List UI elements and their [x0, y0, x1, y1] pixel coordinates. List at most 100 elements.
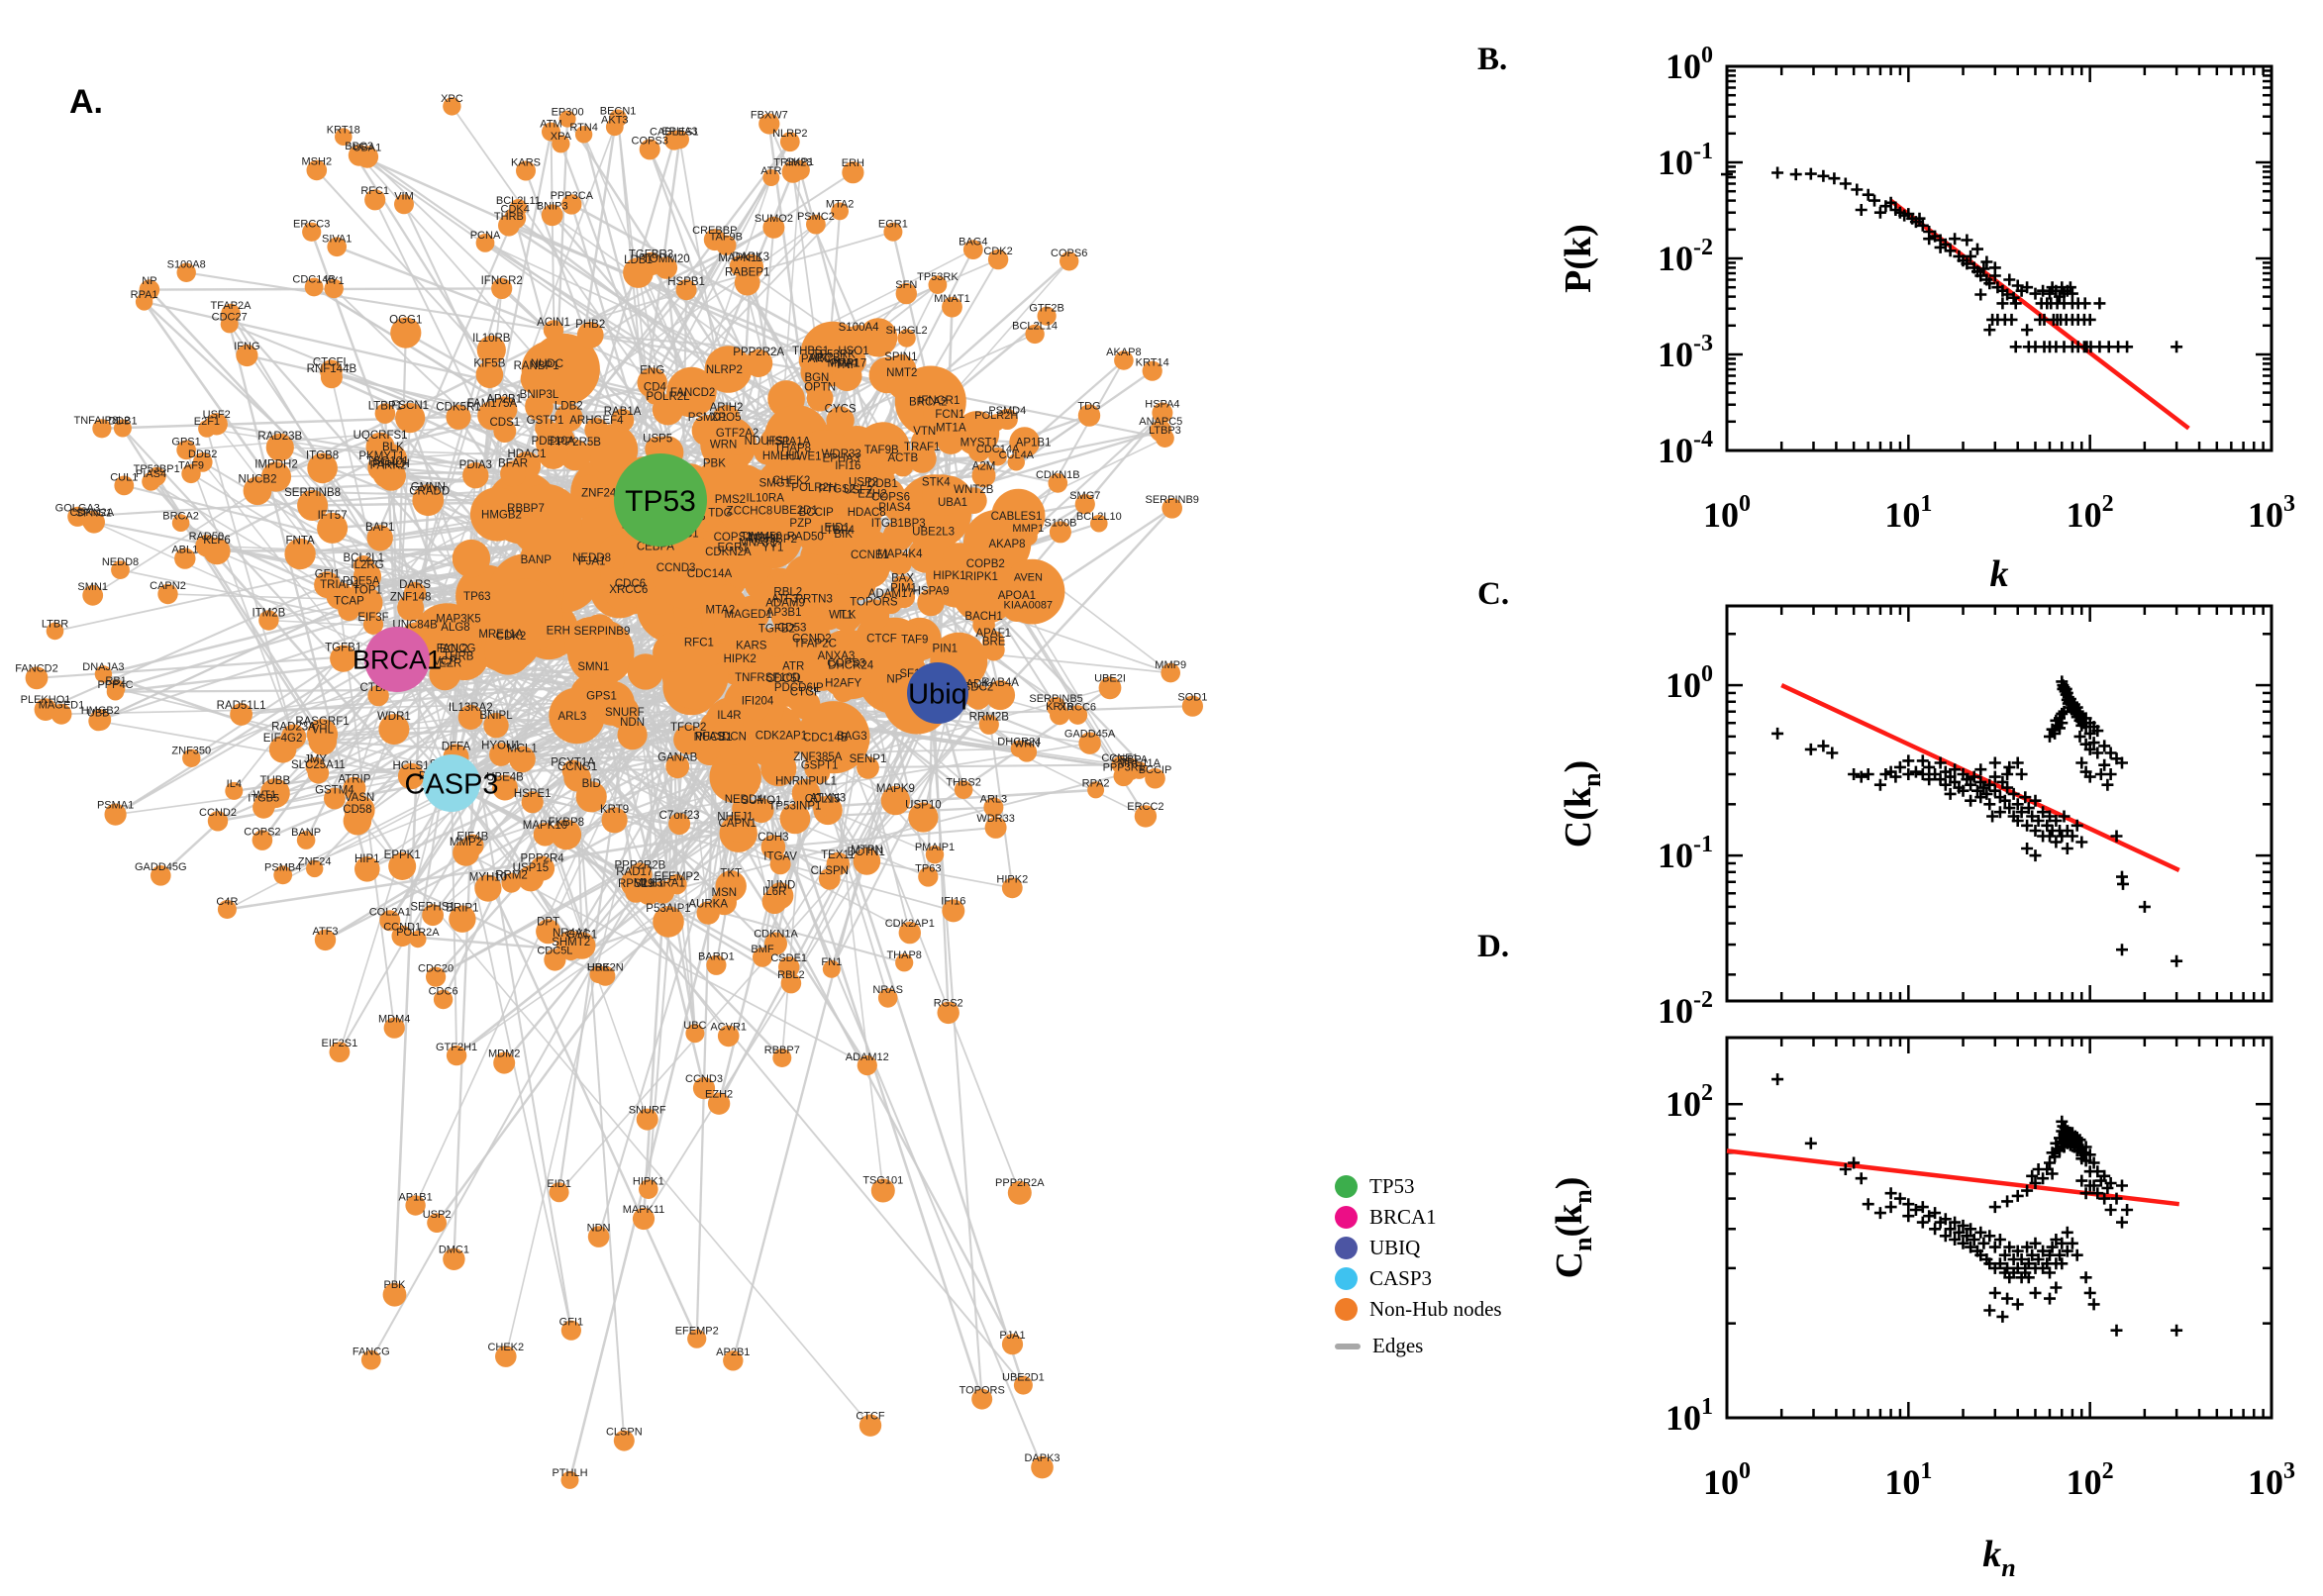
- svg-text:THAP8: THAP8: [774, 443, 811, 454]
- svg-text:BCL2L14: BCL2L14: [1012, 321, 1058, 333]
- svg-text:NEDD4: NEDD4: [725, 794, 764, 806]
- svg-text:PIN1: PIN1: [933, 644, 959, 655]
- svg-text:MTA2: MTA2: [826, 199, 855, 211]
- svg-text:MAPK10: MAPK10: [523, 820, 567, 832]
- svg-text:ATXN3: ATXN3: [810, 793, 846, 805]
- svg-text:UBA1: UBA1: [354, 142, 382, 153]
- svg-text:ERCC2: ERCC2: [1127, 801, 1163, 813]
- svg-text:SERPINB5: SERPINB5: [1029, 693, 1082, 705]
- svg-text:PPP2R2B: PPP2R2B: [615, 860, 666, 872]
- svg-text:AP3B1: AP3B1: [766, 607, 802, 619]
- svg-text:CAPN2: CAPN2: [150, 580, 186, 592]
- svg-text:CDK5R1: CDK5R1: [436, 402, 480, 414]
- svg-text:MLH1: MLH1: [634, 877, 664, 889]
- svg-text:TP53RK: TP53RK: [812, 349, 856, 361]
- svg-text:BARD1: BARD1: [698, 951, 735, 963]
- svg-text:TAF9: TAF9: [178, 460, 204, 472]
- svg-text:IFI16: IFI16: [941, 895, 965, 907]
- svg-text:BANP: BANP: [521, 554, 553, 566]
- svg-text:CCNG1: CCNG1: [557, 761, 597, 773]
- svg-text:ACTB: ACTB: [887, 452, 918, 464]
- svg-text:BCCIP: BCCIP: [799, 507, 834, 519]
- svg-text:EIF2S1: EIF2S1: [322, 1038, 358, 1049]
- svg-text:XPA: XPA: [551, 131, 572, 143]
- svg-text:WNT2B: WNT2B: [954, 484, 994, 496]
- legend-label-tp53: TP53: [1369, 1174, 1415, 1198]
- edge-swatch-icon: [1335, 1343, 1361, 1349]
- svg-text:KRT18: KRT18: [327, 124, 360, 136]
- chart-panel-B: 100 101 102 103 100 10-1 10-2 10-3 10-4 P(k) k: [1558, 43, 2295, 595]
- svg-text:10-2: 10-2: [1658, 987, 1713, 1031]
- fit-line-C: [1780, 683, 2180, 872]
- svg-text:MRE11A: MRE11A: [478, 629, 523, 641]
- svg-text:SFN: SFN: [895, 279, 917, 291]
- svg-text:MMP2: MMP2: [450, 837, 482, 848]
- svg-text:RIPK1: RIPK1: [965, 571, 998, 583]
- svg-text:PMAIP1: PMAIP1: [915, 842, 955, 853]
- svg-text:TNFRSF10D: TNFRSF10D: [735, 672, 800, 684]
- svg-text:RRM2: RRM2: [495, 870, 528, 882]
- svg-text:AKT3: AKT3: [601, 114, 629, 126]
- chart-panel-D: 100 101 102 103 102 101 Cn(kn) kn: [1549, 1036, 2295, 1582]
- svg-text:COPS6: COPS6: [1051, 248, 1087, 259]
- svg-text:HIPK1: HIPK1: [933, 570, 965, 582]
- legend-item-casp3: CASP3: [1335, 1263, 1502, 1294]
- svg-text:SPIN1: SPIN1: [884, 351, 917, 363]
- svg-text:PCNA: PCNA: [470, 230, 501, 242]
- svg-text:WRN: WRN: [1014, 738, 1040, 749]
- svg-text:PLEKHO1: PLEKHO1: [21, 694, 71, 706]
- svg-text:Ubiq: Ubiq: [908, 678, 967, 710]
- svg-text:FNTA: FNTA: [286, 536, 316, 548]
- svg-text:HIPK1: HIPK1: [633, 1175, 664, 1187]
- legend-label-edges: Edges: [1372, 1334, 1424, 1357]
- svg-text:GSPT1: GSPT1: [801, 760, 839, 772]
- svg-text:EP300: EP300: [552, 107, 584, 119]
- svg-text:VCP: VCP: [433, 655, 456, 667]
- svg-text:TIMM50: TIMM50: [741, 532, 782, 544]
- svg-text:CDC5L: CDC5L: [765, 673, 803, 685]
- svg-text:GOLGA3: GOLGA3: [55, 503, 100, 515]
- svg-text:kn: kn: [1982, 1534, 2015, 1582]
- svg-text:TOMM20: TOMM20: [643, 253, 690, 265]
- svg-text:IL10RA: IL10RA: [747, 492, 785, 504]
- svg-text:SEPHS1: SEPHS1: [410, 901, 454, 913]
- svg-text:NLRP2: NLRP2: [772, 128, 807, 140]
- svg-text:EGR1: EGR1: [878, 219, 908, 231]
- svg-text:MSH2: MSH2: [302, 156, 333, 168]
- svg-text:BBC3: BBC3: [345, 141, 373, 152]
- svg-text:ZNF24: ZNF24: [581, 488, 617, 500]
- svg-text:FCN1: FCN1: [935, 409, 964, 421]
- svg-text:DMC1: DMC1: [439, 1245, 469, 1256]
- svg-text:KIF5B: KIF5B: [473, 358, 505, 370]
- svg-text:ATR: ATR: [782, 661, 804, 673]
- svg-text:ATRIP: ATRIP: [338, 774, 370, 786]
- ubiq-hub-swatch-icon: [1335, 1237, 1358, 1259]
- svg-text:RRM2B: RRM2B: [969, 712, 1010, 724]
- svg-text:RBBP7: RBBP7: [764, 1045, 800, 1056]
- svg-text:A2M: A2M: [972, 460, 996, 472]
- svg-text:AP2B1: AP2B1: [486, 393, 522, 405]
- svg-text:GMNN: GMNN: [411, 481, 446, 493]
- data-points-C: [1771, 675, 2183, 967]
- svg-text:USF2: USF2: [203, 409, 231, 421]
- svg-text:MYST1: MYST1: [960, 437, 998, 449]
- svg-text:TRIAP1: TRIAP1: [320, 579, 359, 591]
- svg-text:CDK4: CDK4: [501, 203, 530, 215]
- svg-text:CDC14B: CDC14B: [292, 274, 335, 286]
- svg-text:HIPK2: HIPK2: [724, 653, 757, 665]
- svg-text:CD53: CD53: [777, 623, 806, 635]
- svg-text:NUCB1: NUCB1: [694, 732, 733, 744]
- svg-text:HSPA1A: HSPA1A: [766, 436, 811, 448]
- svg-text:CDH3: CDH3: [758, 832, 788, 844]
- svg-text:BCL2L11: BCL2L11: [496, 195, 541, 207]
- network-node-labels: ZNF24 USF2 BCCIP WDR33 POLR2H MNAT1 TAF9 WRN RBL…: [15, 93, 1207, 1479]
- svg-text:RAB1A: RAB1A: [604, 406, 642, 418]
- svg-text:PCYT1A: PCYT1A: [551, 757, 595, 769]
- svg-text:RAD51L1: RAD51L1: [217, 700, 266, 712]
- svg-text:COPS3: COPS3: [827, 658, 865, 670]
- svg-text:FANCG: FANCG: [437, 644, 476, 655]
- svg-text:FBXW7: FBXW7: [751, 109, 788, 121]
- chart-panel-C: 100 10-1 10-2 C(kn): [1558, 604, 2273, 1031]
- svg-text:GSTP1: GSTP1: [527, 415, 564, 427]
- svg-text:MDM2: MDM2: [488, 1048, 520, 1060]
